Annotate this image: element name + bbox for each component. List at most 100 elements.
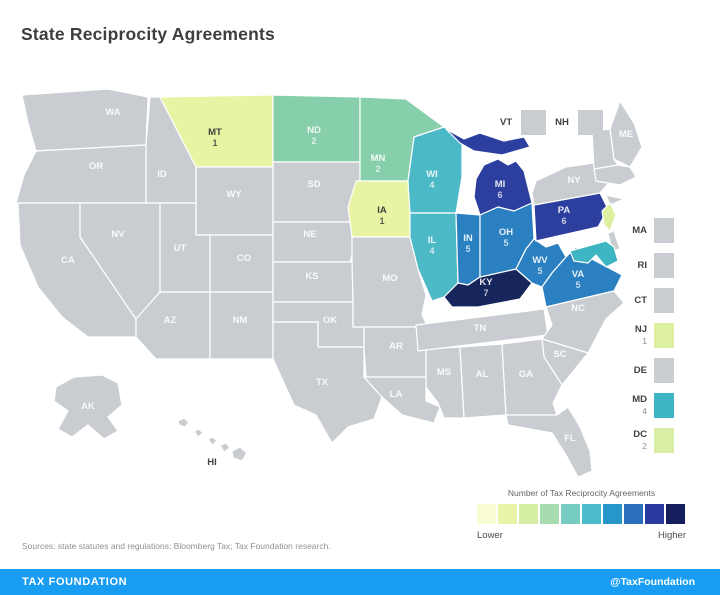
chip-swatch-vt — [521, 110, 547, 135]
small-state-swatch-de — [654, 358, 674, 383]
state-long-island — [605, 194, 625, 206]
state-value-pa: 6 — [561, 216, 566, 226]
state-value-oh: 5 — [503, 238, 508, 248]
small-state-abbr-ri: RI — [637, 259, 648, 271]
small-state-value-dc: 2 — [642, 441, 647, 451]
state-label-az: AZ — [164, 315, 177, 326]
vt-nh-chips: VT NH — [500, 110, 603, 135]
state-label-la: LA — [390, 389, 403, 400]
state-label-wy: WY — [226, 189, 242, 200]
state-ak — [53, 374, 123, 440]
state-ne — [272, 221, 357, 263]
chip-swatch-nh — [577, 110, 603, 135]
state-label-wa: WA — [105, 107, 120, 118]
small-state-text: NJ 1 — [634, 324, 647, 347]
state-value-wv: 5 — [537, 266, 542, 276]
state-label-ny: NY — [567, 175, 581, 186]
state-ny — [531, 160, 615, 206]
small-state-swatch-ma — [654, 218, 674, 243]
legend-title: Number of Tax Reciprocity Agreements — [507, 488, 656, 498]
state-label-co: CO — [237, 253, 251, 264]
state-label-ms: MS — [437, 367, 451, 378]
legend-color-scale — [477, 504, 686, 524]
state-label-in: IN — [463, 233, 473, 244]
legend-swatch-10 — [666, 504, 685, 524]
state-sd — [272, 161, 361, 223]
state-label-va: VA — [572, 269, 585, 280]
small-state-value-nj: 1 — [642, 336, 647, 346]
small-state-row-ri: RI — [560, 253, 674, 278]
state-label-mi: MI — [495, 179, 506, 190]
small-state-abbr-nj: NJ — [634, 324, 647, 335]
state-label-tn: TN — [474, 323, 487, 334]
state-label-ut: UT — [174, 243, 187, 254]
small-state-text: RI — [637, 259, 648, 271]
state-al — [459, 343, 507, 419]
small-state-row-ct: CT — [560, 288, 674, 313]
state-label-tx: TX — [316, 377, 329, 388]
state-label-or: OR — [89, 161, 103, 172]
small-state-swatch-md — [654, 393, 674, 418]
small-state-swatch-ri — [654, 253, 674, 278]
page-title: State Reciprocity Agreements — [21, 24, 275, 44]
state-label-ak: AK — [81, 401, 95, 412]
state-label-ia: IA — [377, 205, 387, 216]
small-state-text: MA — [632, 224, 647, 236]
legend-swatch-2 — [498, 504, 517, 524]
state-value-wi: 4 — [429, 180, 434, 190]
small-state-text: CT — [634, 295, 647, 306]
state-or — [15, 144, 147, 204]
state-label-nv: NV — [111, 229, 125, 240]
legend-swatch-9 — [645, 504, 664, 524]
state-maryland — [569, 240, 619, 268]
state-label-ok: OK — [323, 315, 337, 326]
chip-label-vt: VT — [500, 117, 513, 128]
state-label-ks: KS — [305, 271, 318, 282]
state-label-mn: MN — [371, 153, 386, 164]
legend-swatch-5 — [561, 504, 580, 524]
state-nc — [541, 290, 625, 354]
state-vermont-new-hampshire-area — [591, 128, 619, 170]
footer-twitter-handle: @TaxFoundation — [610, 576, 695, 588]
state-label-nm: NM — [233, 315, 248, 326]
small-states-panel: MA RI CT NJ 1 DE MD 4 DC 2 — [560, 218, 674, 453]
state-wa — [21, 88, 149, 152]
small-state-row-ma: MA — [560, 218, 674, 243]
small-state-swatch-dc — [654, 428, 674, 453]
state-label-ca: CA — [61, 255, 75, 266]
state-value-nd: 2 — [311, 136, 316, 146]
state-label-id: ID — [157, 169, 167, 180]
small-state-value-md: 4 — [642, 406, 647, 416]
state-value-mi: 6 — [497, 190, 502, 200]
small-state-row-md: MD 4 — [560, 393, 674, 418]
state-label-al: AL — [476, 369, 489, 380]
small-state-text: DE — [633, 364, 647, 376]
state-tx — [272, 321, 383, 444]
small-state-row-nj: NJ 1 — [560, 323, 674, 348]
state-label-sd: SD — [307, 179, 320, 190]
footer-brand: TAX FOUNDATION — [22, 576, 128, 588]
legend-swatch-4 — [540, 504, 559, 524]
state-label-ar: AR — [389, 341, 403, 352]
state-value-ky: 7 — [483, 288, 488, 298]
legend-swatch-1 — [477, 504, 496, 524]
state-label-fl: FL — [564, 433, 576, 444]
state-label-nd: ND — [307, 125, 321, 136]
state-label-me: ME — [619, 129, 633, 140]
small-state-abbr-ma: MA — [632, 224, 647, 236]
state-label-ky: KY — [479, 277, 493, 288]
small-state-row-dc: DC 2 — [560, 428, 674, 453]
state-label-wv: WV — [532, 255, 548, 266]
state-label-ga: GA — [519, 369, 533, 380]
legend-swatch-6 — [582, 504, 601, 524]
legend-lower-label: Lower — [477, 530, 503, 541]
state-hi — [177, 417, 248, 462]
small-state-swatch-ct — [654, 288, 674, 313]
state-label-hi: HI — [207, 457, 217, 468]
small-state-abbr-de: DE — [633, 364, 647, 376]
state-value-mn: 2 — [375, 164, 380, 174]
legend-higher-label: Higher — [658, 530, 686, 541]
legend-swatch-3 — [519, 504, 538, 524]
chip-label-nh: NH — [555, 117, 569, 128]
